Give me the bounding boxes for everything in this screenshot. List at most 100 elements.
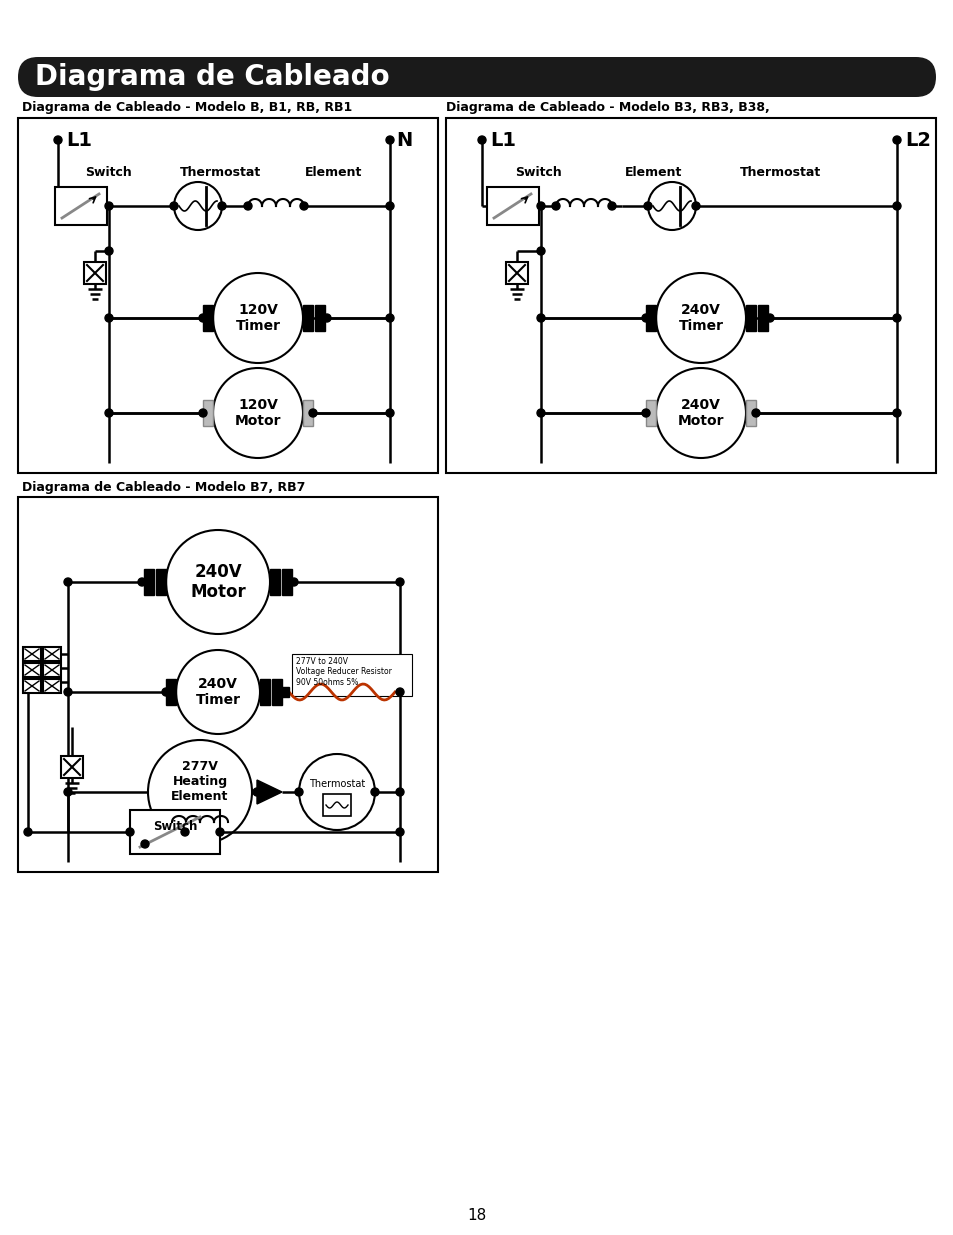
Text: Switch: Switch [85,167,132,179]
Circle shape [371,788,378,797]
Bar [758,305,767,331]
Circle shape [892,409,900,417]
Circle shape [892,314,900,322]
Circle shape [218,203,226,210]
Circle shape [386,409,394,417]
Circle shape [166,530,270,634]
Circle shape [141,840,149,848]
Circle shape [213,273,303,363]
Circle shape [170,203,178,210]
Bar [43,647,61,661]
Circle shape [647,182,696,230]
Text: Element: Element [305,167,362,179]
Circle shape [607,203,616,210]
Bar [303,305,313,331]
Bar [505,262,527,284]
Bar [144,569,153,595]
Bar [645,400,656,426]
Bar [292,655,412,697]
Circle shape [386,314,394,322]
Bar [282,569,292,595]
Bar [43,679,61,693]
Text: N: N [395,131,412,149]
Circle shape [395,688,403,697]
Circle shape [24,827,32,836]
Bar [270,569,280,595]
Circle shape [751,409,760,417]
Text: 240V
Motor: 240V Motor [190,563,246,601]
Circle shape [244,203,252,210]
Text: Thermostat: Thermostat [180,167,261,179]
Circle shape [148,740,252,844]
Text: L2: L2 [904,131,930,149]
Text: 277V
Heating
Element: 277V Heating Element [172,761,229,804]
Circle shape [656,273,745,363]
Circle shape [299,203,308,210]
Circle shape [105,203,112,210]
Bar [314,305,325,331]
Bar [645,305,656,331]
Circle shape [537,409,544,417]
Circle shape [290,578,297,585]
Bar [23,679,41,693]
Circle shape [395,578,403,585]
Text: 240V
Motor: 240V Motor [677,398,723,429]
Circle shape [765,314,773,322]
Text: 240V
Timer: 240V Timer [195,677,240,708]
Bar [303,400,313,426]
Bar [61,756,83,778]
Bar [486,186,538,225]
Circle shape [395,827,403,836]
Bar [281,687,289,697]
Text: 120V
Timer: 120V Timer [235,303,280,333]
Circle shape [162,688,170,697]
Bar [203,400,213,426]
Circle shape [298,755,375,830]
Bar [745,305,755,331]
Bar [166,679,175,705]
Circle shape [323,314,331,322]
Bar [43,663,61,677]
Circle shape [641,409,649,417]
Bar [23,647,41,661]
Bar [18,496,437,872]
Circle shape [64,788,71,797]
Text: Diagrama de Cableado - Modelo B, B1, RB, RB1: Diagrama de Cableado - Modelo B, B1, RB,… [22,101,352,115]
Circle shape [64,578,71,585]
Text: 120V
Motor: 120V Motor [234,398,281,429]
Bar [130,810,220,853]
Bar [156,569,166,595]
Circle shape [105,409,112,417]
Circle shape [294,788,303,797]
Circle shape [537,247,544,254]
Circle shape [552,203,559,210]
Circle shape [643,203,651,210]
Text: Diagrama de Cableado: Diagrama de Cableado [35,63,389,91]
Circle shape [181,827,189,836]
Circle shape [126,827,133,836]
Circle shape [386,203,394,210]
Text: 277V to 240V
Voltage Reducer Resistor
90V 50ohms 5%: 277V to 240V Voltage Reducer Resistor 90… [295,657,392,687]
Circle shape [656,368,745,458]
Circle shape [309,409,316,417]
Bar [203,305,213,331]
Circle shape [280,688,288,697]
Text: Element: Element [624,167,681,179]
Bar [323,794,351,816]
Circle shape [641,314,649,322]
Text: Diagrama de Cableado - Modelo B3, RB3, B38,: Diagrama de Cableado - Modelo B3, RB3, B… [446,101,769,115]
Circle shape [892,203,900,210]
Circle shape [54,136,62,144]
Polygon shape [256,781,282,804]
Text: Diagrama de Cableado - Modelo B7, RB7: Diagrama de Cableado - Modelo B7, RB7 [22,480,305,494]
Bar [23,663,41,677]
Circle shape [395,788,403,797]
Circle shape [105,247,112,254]
Circle shape [537,203,544,210]
Text: 240V
Timer: 240V Timer [678,303,722,333]
Circle shape [691,203,700,210]
Circle shape [537,314,544,322]
Text: Thermostat: Thermostat [740,167,821,179]
Bar [84,262,106,284]
Bar [55,186,107,225]
